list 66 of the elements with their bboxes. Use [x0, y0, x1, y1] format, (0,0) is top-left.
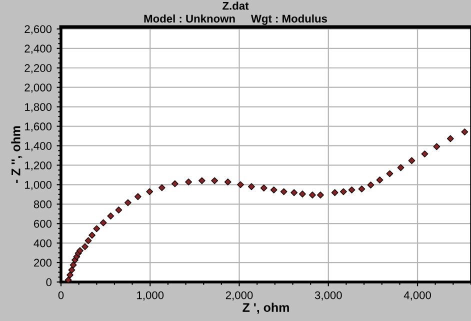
- point: [280, 188, 288, 196]
- point: [88, 232, 96, 239]
- point: [446, 135, 454, 142]
- y-tick-label: 2,400: [24, 44, 52, 54]
- point: [397, 164, 404, 172]
- x-tick-label: 1,000: [137, 291, 164, 300]
- point: [331, 189, 338, 196]
- y-tick-label: 200: [34, 258, 52, 267]
- y-tick-label: 1,000: [25, 180, 52, 190]
- point: [171, 180, 178, 188]
- x-tick-label: 2,000: [226, 291, 253, 300]
- point: [260, 184, 268, 192]
- point: [93, 225, 100, 232]
- y-tick-label: 600: [34, 220, 52, 228]
- point: [115, 206, 122, 214]
- point: [248, 183, 255, 190]
- point: [433, 143, 440, 150]
- y-tick-label: 1,800: [25, 103, 52, 112]
- point: [198, 177, 206, 184]
- point: [82, 243, 88, 250]
- point: [237, 181, 244, 188]
- point: [386, 170, 394, 178]
- y-tick-label: 2,200: [24, 64, 52, 74]
- point: [124, 199, 132, 206]
- point: [461, 128, 468, 136]
- point: [68, 266, 76, 274]
- y-tick-label: 1,600: [25, 122, 52, 132]
- chart-title: Z.dat: [222, 2, 249, 10]
- point: [107, 212, 114, 220]
- point: [340, 188, 347, 196]
- x-axis-title: Z ', ohm: [242, 302, 289, 314]
- point: [211, 177, 218, 184]
- y-axis-title: - Z '', ohm: [11, 126, 22, 184]
- y-tick-label: 800: [34, 200, 52, 208]
- point: [358, 186, 366, 192]
- y-tick-label: 2,600: [24, 25, 52, 34]
- point: [317, 192, 324, 198]
- point: [308, 192, 316, 198]
- point: [70, 262, 77, 268]
- x-tick-label: 4,000: [404, 291, 431, 300]
- y-tick-label: 0: [46, 278, 52, 286]
- x-tick-label: 0: [58, 291, 64, 300]
- point: [421, 150, 428, 158]
- point: [185, 178, 192, 186]
- chart-subtitle: Model : Unknown Wgt : Modulus: [144, 14, 328, 25]
- y-tick-label: 2,000: [24, 84, 52, 93]
- y-tick-label: 1,400: [25, 142, 52, 152]
- x-tick-label: 3,000: [314, 291, 342, 300]
- point: [76, 247, 84, 254]
- point: [84, 237, 92, 244]
- point: [134, 193, 142, 200]
- point: [270, 186, 278, 194]
- point: [100, 219, 107, 226]
- point: [146, 188, 154, 196]
- point: [408, 157, 416, 164]
- point: [158, 184, 166, 192]
- point: [290, 189, 298, 196]
- point: [348, 186, 356, 194]
- point: [367, 182, 374, 188]
- point: [224, 178, 232, 186]
- point: [299, 190, 306, 198]
- point: [66, 272, 74, 278]
- y-tick-label: 1,200: [25, 161, 52, 171]
- point: [376, 176, 384, 184]
- y-tick-label: 400: [34, 239, 52, 248]
- point: [64, 276, 72, 284]
